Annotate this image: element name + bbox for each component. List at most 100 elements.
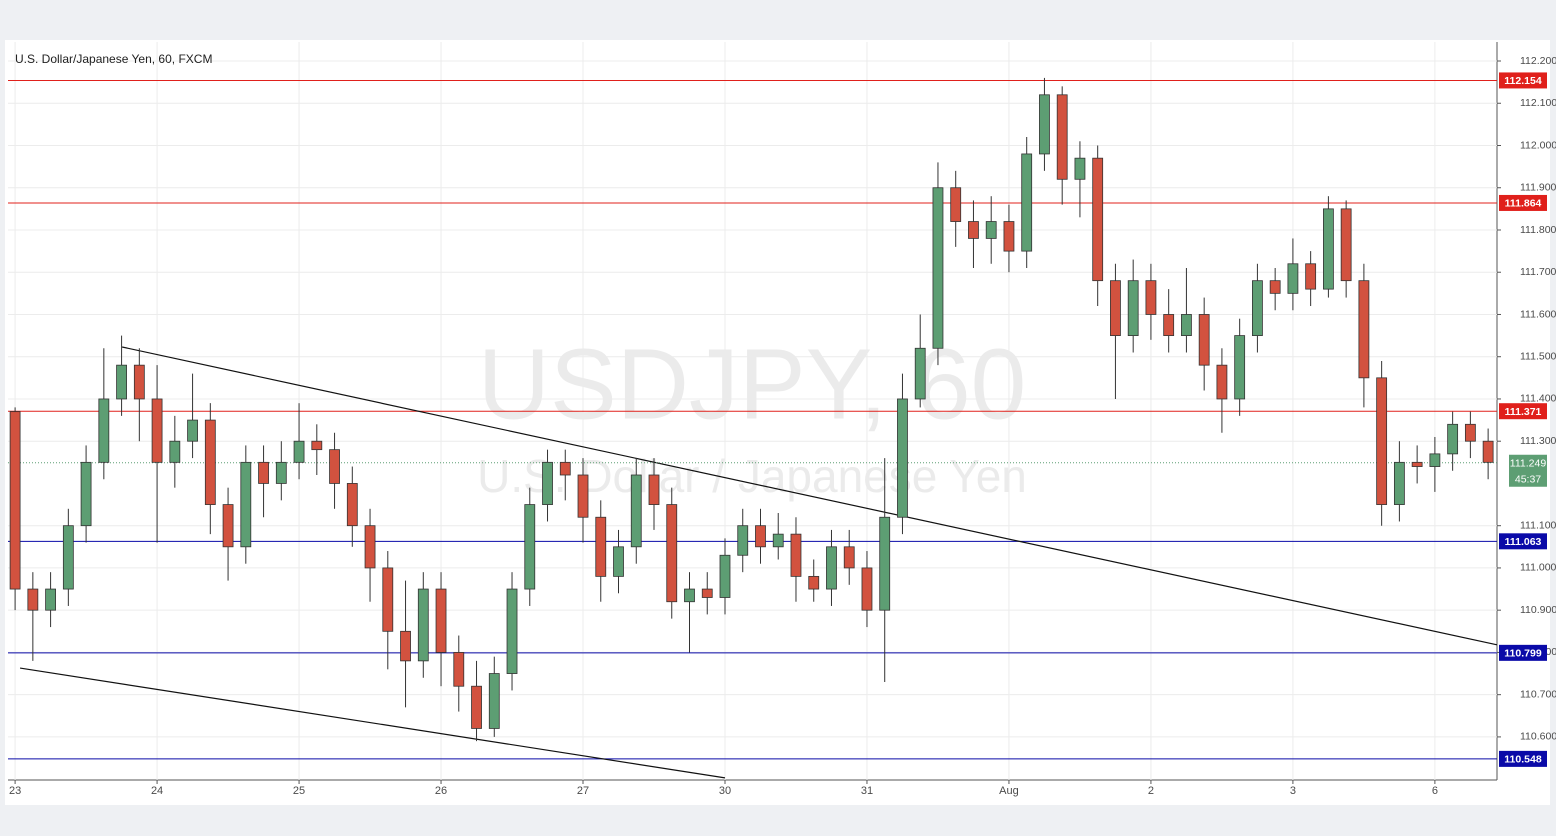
candle-body (701, 588, 713, 598)
y-tick-label: 112.100 (1520, 97, 1556, 109)
candle-body (772, 533, 784, 548)
candle-body (1305, 263, 1317, 290)
x-tick-label: 25 (293, 785, 305, 797)
candle-body (1376, 377, 1388, 505)
y-tick-label: 110.600 (1520, 731, 1556, 743)
x-tick-label: 27 (577, 785, 589, 797)
candle-body (1021, 153, 1033, 252)
x-tick-label: 23 (9, 785, 21, 797)
candle-body (1269, 280, 1281, 294)
candle-body (62, 525, 74, 590)
candle-body (1323, 208, 1334, 290)
candle-body (1181, 314, 1192, 336)
candle-body (1216, 364, 1228, 400)
candle-body (613, 546, 624, 577)
chart-title: U.S. Dollar/Japanese Yen, 60, FXCM (15, 52, 212, 66)
candle-body (311, 440, 323, 451)
candle-body (27, 588, 39, 611)
watermark-subtitle: U.S. Dollar / Japanese Yen (477, 450, 1027, 502)
y-tick-label: 111.100 (1520, 519, 1556, 531)
candle-body (1110, 280, 1121, 336)
candle-body (932, 187, 944, 349)
candle-body (400, 630, 411, 662)
candle-body (843, 546, 855, 569)
y-tick-label: 112.000 (1520, 139, 1556, 151)
y-tick-label: 111.300 (1520, 435, 1556, 447)
y-tick-label: 110.700 (1520, 688, 1556, 700)
candle-body (258, 461, 269, 484)
candle-body (1039, 94, 1050, 155)
candle-body (879, 516, 891, 611)
candle-body (417, 588, 429, 662)
candle-body (1198, 314, 1210, 366)
y-tick-label: 111.600 (1520, 308, 1556, 320)
candle-body (985, 221, 997, 239)
candle-body (1074, 157, 1086, 180)
y-tick-label: 111.700 (1520, 266, 1556, 278)
candle-body (542, 461, 553, 505)
candle-body (275, 461, 287, 484)
candle-body (1464, 423, 1476, 442)
candle-body (98, 398, 110, 463)
candle-body (133, 364, 145, 400)
candle-body (1163, 314, 1175, 336)
trend-line (19, 667, 726, 779)
candle-body (45, 588, 56, 611)
candle-body (1358, 280, 1370, 379)
level-price-label: 112.154 (1504, 75, 1542, 87)
level-price-box (1499, 644, 1547, 661)
candle-body (1482, 440, 1494, 463)
candle-body (648, 474, 660, 505)
candle-body (808, 575, 820, 590)
level-price-box (1499, 533, 1547, 550)
candle-body (1127, 280, 1139, 336)
level-price-box (1499, 72, 1547, 89)
candle-body (1429, 453, 1441, 467)
candle-body (435, 588, 447, 653)
candle-body (453, 652, 465, 687)
level-price-box (1499, 403, 1547, 420)
x-tick-label: 30 (719, 785, 731, 797)
candle-body (346, 483, 358, 527)
candle-body (1234, 335, 1246, 400)
x-tick-label: 6 (1432, 785, 1438, 797)
candle-body (1287, 263, 1299, 294)
candle-body (1252, 280, 1263, 336)
candle-body (329, 449, 340, 484)
candle-body (116, 364, 127, 400)
y-tick-label: 112.200 (1520, 55, 1556, 67)
candle-body (684, 588, 695, 603)
level-price-label: 111.864 (1505, 198, 1542, 210)
candle-body (9, 411, 21, 590)
candle-body (1411, 461, 1423, 467)
candle-body (666, 504, 678, 603)
x-tick-label: 26 (435, 785, 447, 797)
level-price-label: 110.548 (1504, 754, 1542, 766)
candle-body (471, 685, 482, 729)
last-price-label: 111.249 (1510, 458, 1547, 470)
candle-body (204, 419, 216, 505)
candle-body (559, 461, 571, 476)
candle-body (826, 546, 837, 590)
level-price-box (1499, 750, 1547, 767)
y-tick-label: 111.800 (1520, 224, 1556, 236)
candle-body (488, 673, 500, 729)
y-tick-label: 111.900 (1520, 182, 1556, 194)
candle-body (506, 588, 518, 674)
y-tick-label: 111.000 (1520, 562, 1556, 574)
candle-body (1340, 208, 1352, 282)
candle-body (151, 398, 163, 463)
candle-body (914, 347, 926, 400)
countdown-label: 45:37 (1515, 474, 1541, 486)
candle-body (790, 533, 802, 577)
candle-body (293, 440, 305, 463)
candle-body (169, 440, 181, 463)
candle-body (861, 567, 873, 611)
candle-body (80, 461, 92, 527)
trend-line (121, 346, 1498, 646)
candle-body (1056, 94, 1068, 180)
candle-body (897, 398, 908, 518)
last-price-box (1509, 454, 1547, 487)
candle-body (222, 504, 234, 548)
